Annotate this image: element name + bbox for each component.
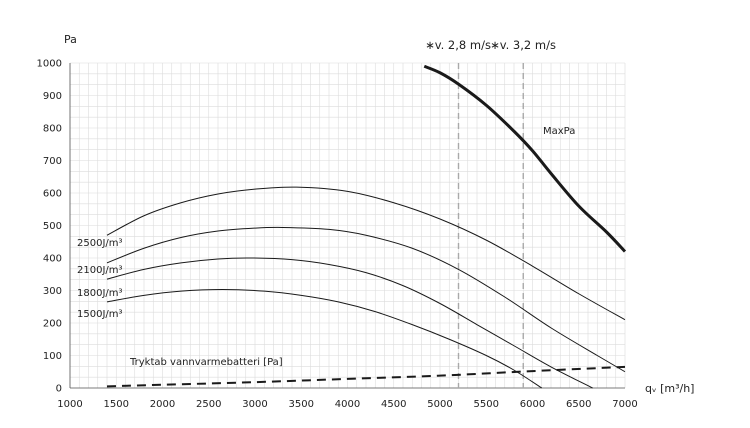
label-2100: 2100J/m³	[77, 265, 123, 276]
axes: 1000 1500 2000 2500 3000 3500 4000 4500 5000 5500…	[37, 33, 695, 410]
series-2500	[106, 186, 626, 321]
series-1500	[106, 289, 543, 389]
series-maxpa	[423, 64, 627, 253]
x-tick-label: 6000	[520, 399, 545, 410]
label-group: MaxPa 2500J/m³ 2100J/m³ 1800J/m³ 1500J/m³ Try…	[77, 126, 575, 368]
x-tick-label: 2500	[196, 399, 221, 410]
y-tick-label: 800	[43, 124, 62, 135]
grid	[69, 62, 626, 389]
y-tick-label: 500	[43, 221, 62, 232]
x-tick-label: 7000	[612, 399, 637, 410]
label-1500: 1500J/m³	[77, 309, 123, 320]
x-tick-label: 1500	[104, 399, 129, 410]
label-maxpa: MaxPa	[543, 126, 575, 137]
x-tick-label: 4000	[335, 399, 360, 410]
x-tick-label: 4500	[381, 399, 406, 410]
velocity-marker-label: ∗v. 3,2 m/s	[490, 38, 556, 52]
x-tick-label: 5500	[474, 399, 499, 410]
velocity-markers: ∗v. 2,8 m/s ∗v. 3,2 m/s	[425, 38, 556, 388]
x-tick-label: 5000	[427, 399, 452, 410]
y-tick-label: 900	[43, 91, 62, 102]
y-tick-label: 400	[43, 254, 62, 265]
x-axis-label: qᵥ [m³/h]	[645, 382, 694, 395]
label-tryktab: Tryktab vannvarmebatteri [Pa]	[129, 357, 283, 368]
y-tick-label: 700	[43, 156, 62, 167]
y-axis-label: Pa	[64, 33, 77, 46]
velocity-marker-label: ∗v. 2,8 m/s	[425, 38, 491, 52]
series-group	[106, 64, 627, 389]
y-tick-label: 1000	[37, 59, 62, 70]
x-tick-label: 3500	[289, 399, 314, 410]
series-2100	[106, 226, 626, 373]
y-tick-label: 300	[43, 286, 62, 297]
label-1800: 1800J/m³	[77, 288, 123, 299]
y-tick-label: 0	[56, 384, 62, 395]
series-1800	[106, 257, 593, 389]
label-2500: 2500J/m³	[77, 238, 123, 249]
x-tick-label: 3000	[242, 399, 267, 410]
y-tick-label: 100	[43, 351, 62, 362]
y-tick-label: 600	[43, 189, 62, 200]
series-tryktab	[106, 365, 626, 388]
x-tick-label: 6500	[566, 399, 591, 410]
x-tick-label: 2000	[150, 399, 175, 410]
x-tick-label: 1000	[57, 399, 82, 410]
y-tick-label: 200	[43, 319, 62, 330]
